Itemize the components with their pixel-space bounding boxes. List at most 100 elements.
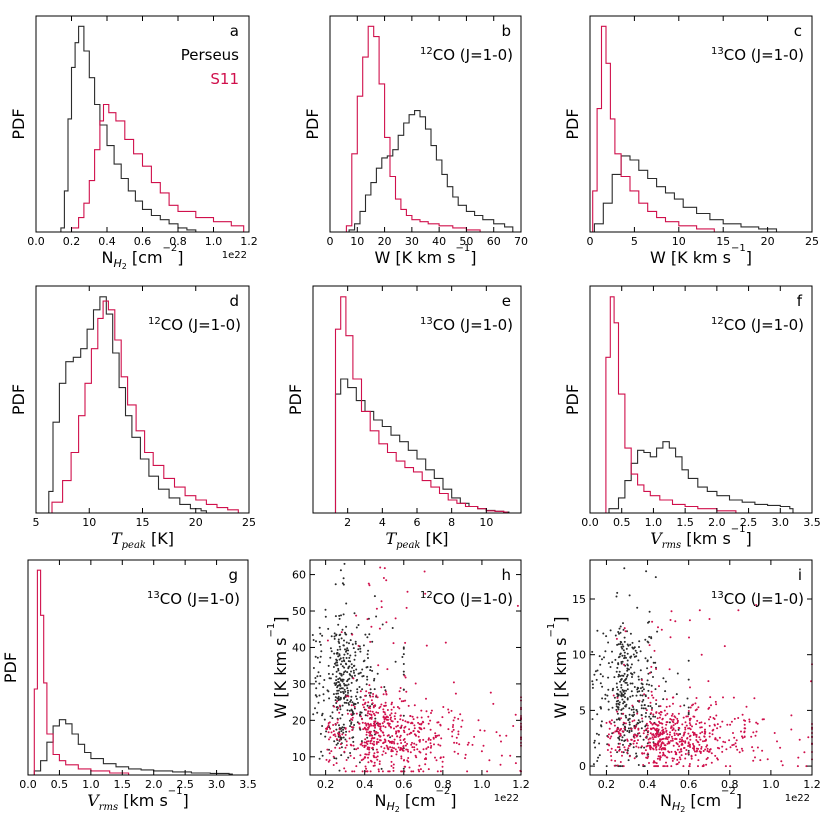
scatter-point xyxy=(658,722,661,724)
scatter-point xyxy=(716,727,719,730)
scatter-point xyxy=(334,735,337,738)
x-axis-label: Vrms [km s−1] xyxy=(87,786,189,813)
scatter-point xyxy=(395,725,398,728)
scatter-point xyxy=(366,712,369,715)
scatter-point xyxy=(405,606,408,609)
scatter-point xyxy=(343,684,346,687)
scatter-point xyxy=(613,724,616,727)
scatter-point xyxy=(621,754,623,757)
scatter-point xyxy=(432,737,435,740)
scatter-point xyxy=(321,634,324,637)
scatter-point xyxy=(644,694,647,697)
scatter-point xyxy=(645,570,648,573)
scatter-point xyxy=(626,684,629,686)
scatter-point xyxy=(614,730,617,733)
scatter-point xyxy=(729,765,732,768)
scatter-point xyxy=(340,631,343,634)
scatter-point xyxy=(452,681,455,684)
scatter-point xyxy=(368,748,371,751)
scatter-point xyxy=(655,729,657,732)
scatter-point xyxy=(724,741,727,744)
scatter-point xyxy=(350,744,353,747)
scatter-point xyxy=(677,728,680,731)
scatter-point xyxy=(653,744,656,747)
scatter-point xyxy=(352,712,355,715)
scatter-point xyxy=(353,702,355,705)
scatter-point xyxy=(693,745,696,748)
scatter-point xyxy=(626,674,629,676)
scatter-point xyxy=(346,687,349,690)
scatter-point xyxy=(737,609,740,612)
scatter-point xyxy=(364,727,366,730)
scatter-point xyxy=(619,631,622,634)
scatter-point xyxy=(618,703,621,706)
scatter-point xyxy=(379,728,382,731)
scatter-point xyxy=(708,706,711,709)
scatter-point xyxy=(319,632,322,635)
scatter-point xyxy=(324,735,327,738)
scatter-point xyxy=(623,746,626,749)
scatter-point xyxy=(403,674,406,677)
scatter-point xyxy=(383,720,386,723)
x-tick-label: 10 xyxy=(479,516,493,529)
scatter-point xyxy=(370,699,373,702)
scatter-point xyxy=(373,679,375,682)
scatter-point xyxy=(500,754,503,757)
panel-letter: b xyxy=(501,22,511,40)
scatter-point xyxy=(362,728,365,731)
scatter-point xyxy=(622,743,624,746)
scatter-point xyxy=(670,727,672,729)
x-axis-label: NH2 [cm−2] xyxy=(374,786,456,814)
scatter-point xyxy=(616,686,618,689)
scatter-point xyxy=(619,690,622,693)
scatter-point xyxy=(629,695,632,698)
scatter-point xyxy=(596,669,599,672)
scatter-point xyxy=(330,750,333,753)
y-tick-label: 40 xyxy=(292,641,306,654)
axis-label-part: [cm xyxy=(127,248,163,267)
scatter-point xyxy=(619,675,622,677)
scatter-point xyxy=(680,754,683,757)
scatter-point xyxy=(488,759,491,762)
scatter-point xyxy=(327,731,330,734)
scatter-point xyxy=(678,751,681,754)
scatter-point xyxy=(430,712,432,714)
scatter-point xyxy=(680,743,683,746)
scatter-point xyxy=(412,730,415,733)
scatter-point xyxy=(671,757,674,760)
scatter-point xyxy=(385,744,388,747)
scatter-point xyxy=(635,651,638,654)
scatter-point xyxy=(654,688,657,691)
scatter-point xyxy=(658,748,661,751)
scatter-point xyxy=(805,765,808,768)
x-tick-label: 4 xyxy=(379,516,386,529)
scatter-point xyxy=(632,653,635,656)
scatter-point xyxy=(332,764,335,766)
scatter-point xyxy=(367,761,370,764)
scatter-point xyxy=(322,699,325,702)
scatter-point xyxy=(332,755,335,758)
scatter-point xyxy=(417,768,420,771)
scatter-point xyxy=(683,731,686,734)
scatter-point xyxy=(319,655,322,658)
scatter-point xyxy=(626,659,629,662)
scatter-point xyxy=(319,732,322,735)
scatter-point xyxy=(329,736,332,739)
scatter-point xyxy=(732,732,734,734)
scatter-point xyxy=(697,759,700,762)
scatter-point xyxy=(390,742,393,745)
scatter-point xyxy=(638,699,641,702)
scatter-point xyxy=(339,648,342,651)
scatter-point xyxy=(598,655,601,658)
scatter-point xyxy=(626,643,629,646)
scatter-point xyxy=(384,726,387,729)
scatter-point xyxy=(637,728,640,731)
scatter-point xyxy=(369,666,372,668)
scatter-point xyxy=(376,696,379,699)
x-tick-label: 0.0 xyxy=(27,235,45,248)
scatter-point xyxy=(695,739,698,741)
scatter-point xyxy=(601,675,604,678)
scatter-point xyxy=(700,726,703,729)
scatter-point xyxy=(619,761,622,763)
